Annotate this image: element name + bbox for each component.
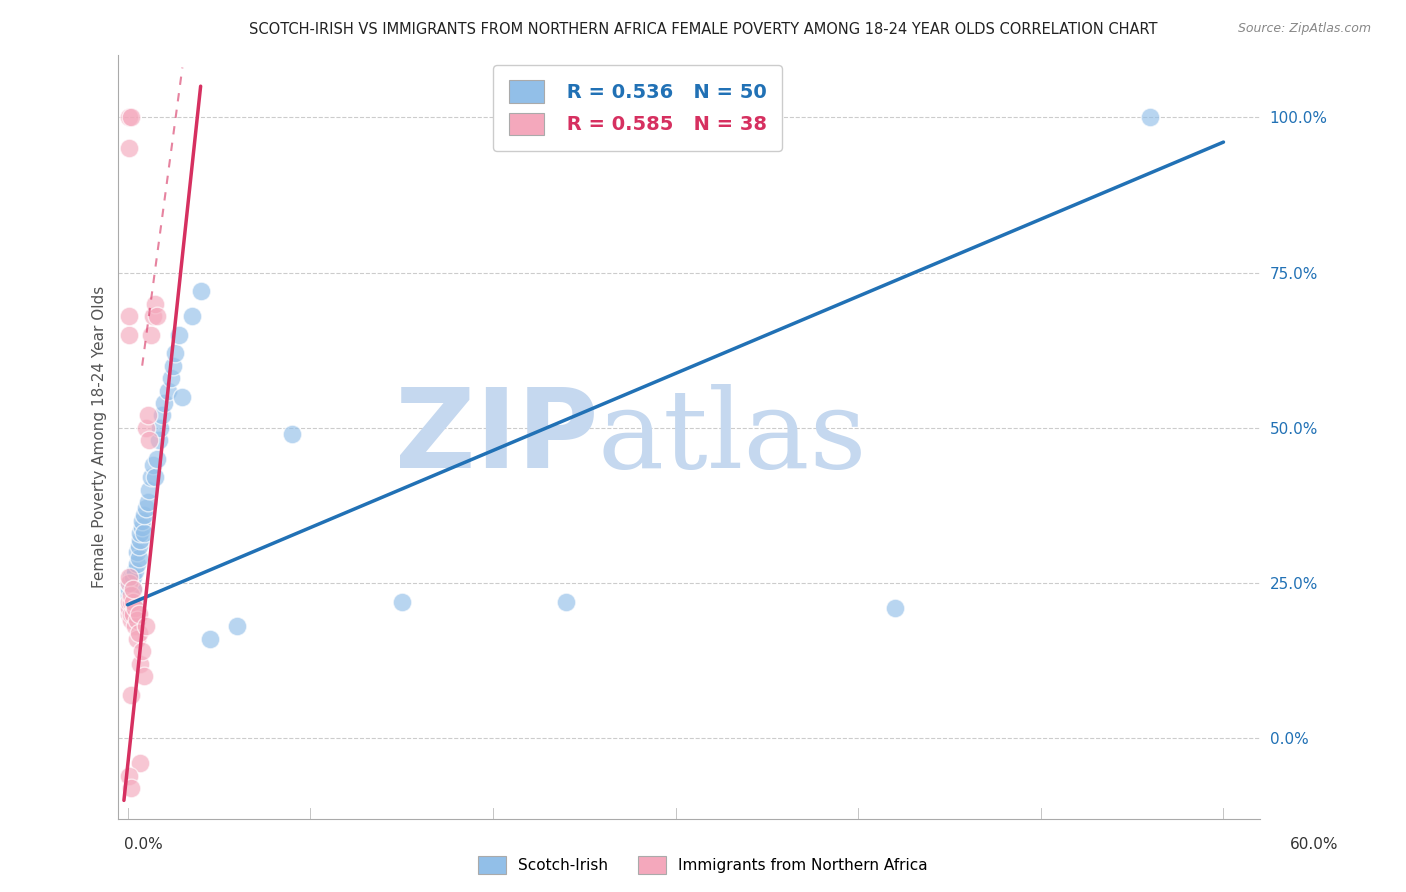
Point — [120, 576, 142, 591]
Point — [143, 470, 166, 484]
Point — [120, 613, 142, 627]
Point — [162, 359, 184, 373]
Point — [125, 558, 148, 572]
Point — [883, 600, 905, 615]
Point — [125, 545, 148, 559]
Point — [118, 141, 141, 155]
Point — [135, 501, 157, 516]
Point — [118, 589, 141, 603]
Point — [124, 564, 146, 578]
Point — [118, 768, 141, 782]
Text: SCOTCH-IRISH VS IMMIGRANTS FROM NORTHERN AFRICA FEMALE POVERTY AMONG 18-24 YEAR : SCOTCH-IRISH VS IMMIGRANTS FROM NORTHERN… — [249, 22, 1157, 37]
Point — [118, 607, 141, 621]
Point — [138, 433, 160, 447]
Legend:  R = 0.536   N = 50,  R = 0.585   N = 38: R = 0.536 N = 50, R = 0.585 N = 38 — [494, 65, 782, 151]
Point — [120, 595, 142, 609]
Point — [129, 526, 152, 541]
Point — [165, 346, 187, 360]
Y-axis label: Female Poverty Among 18-24 Year Olds: Female Poverty Among 18-24 Year Olds — [93, 286, 107, 588]
Point — [132, 508, 155, 522]
Text: Source: ZipAtlas.com: Source: ZipAtlas.com — [1237, 22, 1371, 36]
Point — [124, 600, 146, 615]
Point — [190, 284, 212, 298]
Point — [149, 421, 172, 435]
Point — [125, 613, 148, 627]
Point — [150, 409, 173, 423]
Point — [153, 396, 176, 410]
Point — [129, 533, 152, 547]
Point — [118, 595, 141, 609]
Point — [120, 589, 142, 603]
Point — [141, 327, 163, 342]
Point — [124, 595, 146, 609]
Point — [118, 327, 141, 342]
Point — [135, 421, 157, 435]
Point — [120, 607, 142, 621]
Point — [131, 514, 153, 528]
Point — [198, 632, 221, 646]
Point — [120, 595, 142, 609]
Point — [132, 669, 155, 683]
Point — [138, 483, 160, 497]
Point — [128, 551, 150, 566]
Point — [160, 371, 183, 385]
Text: 0.0%: 0.0% — [124, 838, 163, 852]
Point — [1139, 110, 1161, 124]
Point — [120, 110, 142, 124]
Point — [142, 458, 165, 472]
Point — [156, 384, 179, 398]
Text: ZIP: ZIP — [395, 384, 598, 491]
Point — [120, 570, 142, 584]
Point — [128, 625, 150, 640]
Point — [131, 644, 153, 658]
Point — [122, 582, 145, 597]
Point — [555, 595, 578, 609]
Point — [128, 607, 150, 621]
Text: 60.0%: 60.0% — [1291, 838, 1339, 852]
Point — [129, 657, 152, 671]
Point — [118, 582, 141, 597]
Point — [118, 570, 141, 584]
Point — [122, 570, 145, 584]
Point — [135, 619, 157, 633]
Point — [167, 327, 190, 342]
Point — [143, 296, 166, 310]
Point — [118, 110, 141, 124]
Point — [120, 607, 142, 621]
Point — [136, 409, 159, 423]
Point — [118, 576, 141, 591]
Point — [226, 619, 249, 633]
Point — [132, 526, 155, 541]
Point — [118, 309, 141, 323]
Point — [180, 309, 202, 323]
Point — [391, 595, 413, 609]
Point — [122, 582, 145, 597]
Point — [146, 451, 169, 466]
Text: atlas: atlas — [598, 384, 868, 491]
Point — [148, 433, 170, 447]
Point — [124, 619, 146, 633]
Point — [122, 595, 145, 609]
Point — [118, 576, 141, 591]
Point — [118, 600, 141, 615]
Point — [131, 520, 153, 534]
Point — [120, 780, 142, 795]
Point — [120, 688, 142, 702]
Point — [122, 600, 145, 615]
Point — [122, 607, 145, 621]
Point — [128, 539, 150, 553]
Point — [118, 600, 141, 615]
Point — [136, 495, 159, 509]
Point — [141, 470, 163, 484]
Legend: Scotch-Irish, Immigrants from Northern Africa: Scotch-Irish, Immigrants from Northern A… — [472, 850, 934, 880]
Point — [118, 595, 141, 609]
Point — [172, 390, 194, 404]
Point — [125, 632, 148, 646]
Point — [129, 756, 152, 771]
Point — [142, 309, 165, 323]
Point — [281, 427, 304, 442]
Point — [146, 309, 169, 323]
